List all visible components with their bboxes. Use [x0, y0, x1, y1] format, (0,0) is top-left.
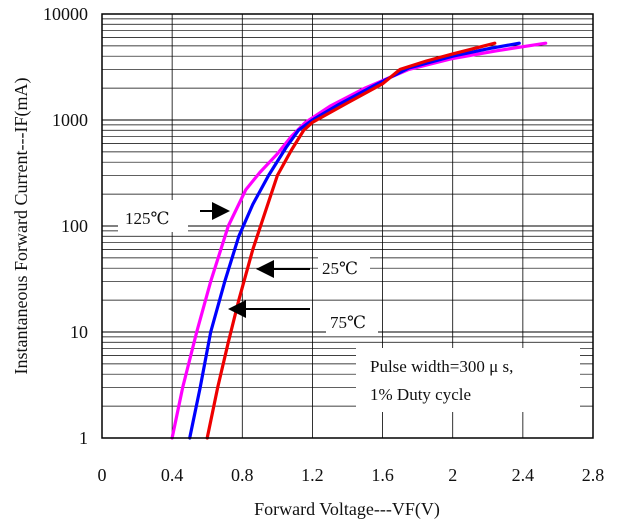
- annotation-75c-label: 75℃: [330, 313, 366, 332]
- x-tick-label: 2: [448, 465, 457, 485]
- y-axis-title: Instantaneous Forward Current---IF(mA): [11, 78, 32, 375]
- annotation-125c-label: 125℃: [125, 209, 170, 228]
- arrow-75c-head: [228, 300, 246, 318]
- y-tick-label: 10000: [43, 4, 88, 24]
- pulse-note-line-2: 1% Duty cycle: [370, 385, 471, 404]
- annotation-25c-label: 25℃: [322, 259, 358, 278]
- annotation-75c: 75℃: [228, 300, 378, 334]
- grid-lines: [102, 14, 593, 438]
- series-line-125c: [170, 41, 548, 440]
- annotation-125c: 125℃: [118, 200, 230, 232]
- y-tick-label: 1: [79, 428, 88, 448]
- pulse-note: Pulse width=300 μ s, 1% Duty cycle: [356, 348, 580, 412]
- x-tick-label: 1.6: [371, 465, 394, 485]
- y-tick-label: 10: [70, 322, 88, 342]
- series-lines: [170, 41, 548, 440]
- series-line-75c: [205, 41, 497, 440]
- x-tick-label: 2.4: [512, 465, 535, 485]
- y-tick-label: 1000: [52, 110, 88, 130]
- x-tick-label: 0.8: [231, 465, 254, 485]
- x-tick-label: 0: [98, 465, 107, 485]
- pulse-note-line-1: Pulse width=300 μ s,: [370, 357, 513, 376]
- arrow-25c-head: [256, 260, 274, 278]
- tick-labels: 0 0.4 0.8 1.2 1.6 2 2.4 2.8 1 10 100 1000 10000: [43, 4, 604, 485]
- x-axis-title: Forward Voltage---VF(V): [254, 499, 440, 520]
- series-line-25c: [188, 41, 521, 440]
- plot-frame: [101, 13, 594, 439]
- x-tick-label: 0.4: [161, 465, 184, 485]
- x-tick-label: 1.2: [301, 465, 324, 485]
- arrow-125c-head: [212, 202, 230, 220]
- y-tick-label: 100: [61, 216, 88, 236]
- annotation-25c: 25℃: [256, 250, 370, 280]
- x-tick-label: 2.8: [582, 465, 605, 485]
